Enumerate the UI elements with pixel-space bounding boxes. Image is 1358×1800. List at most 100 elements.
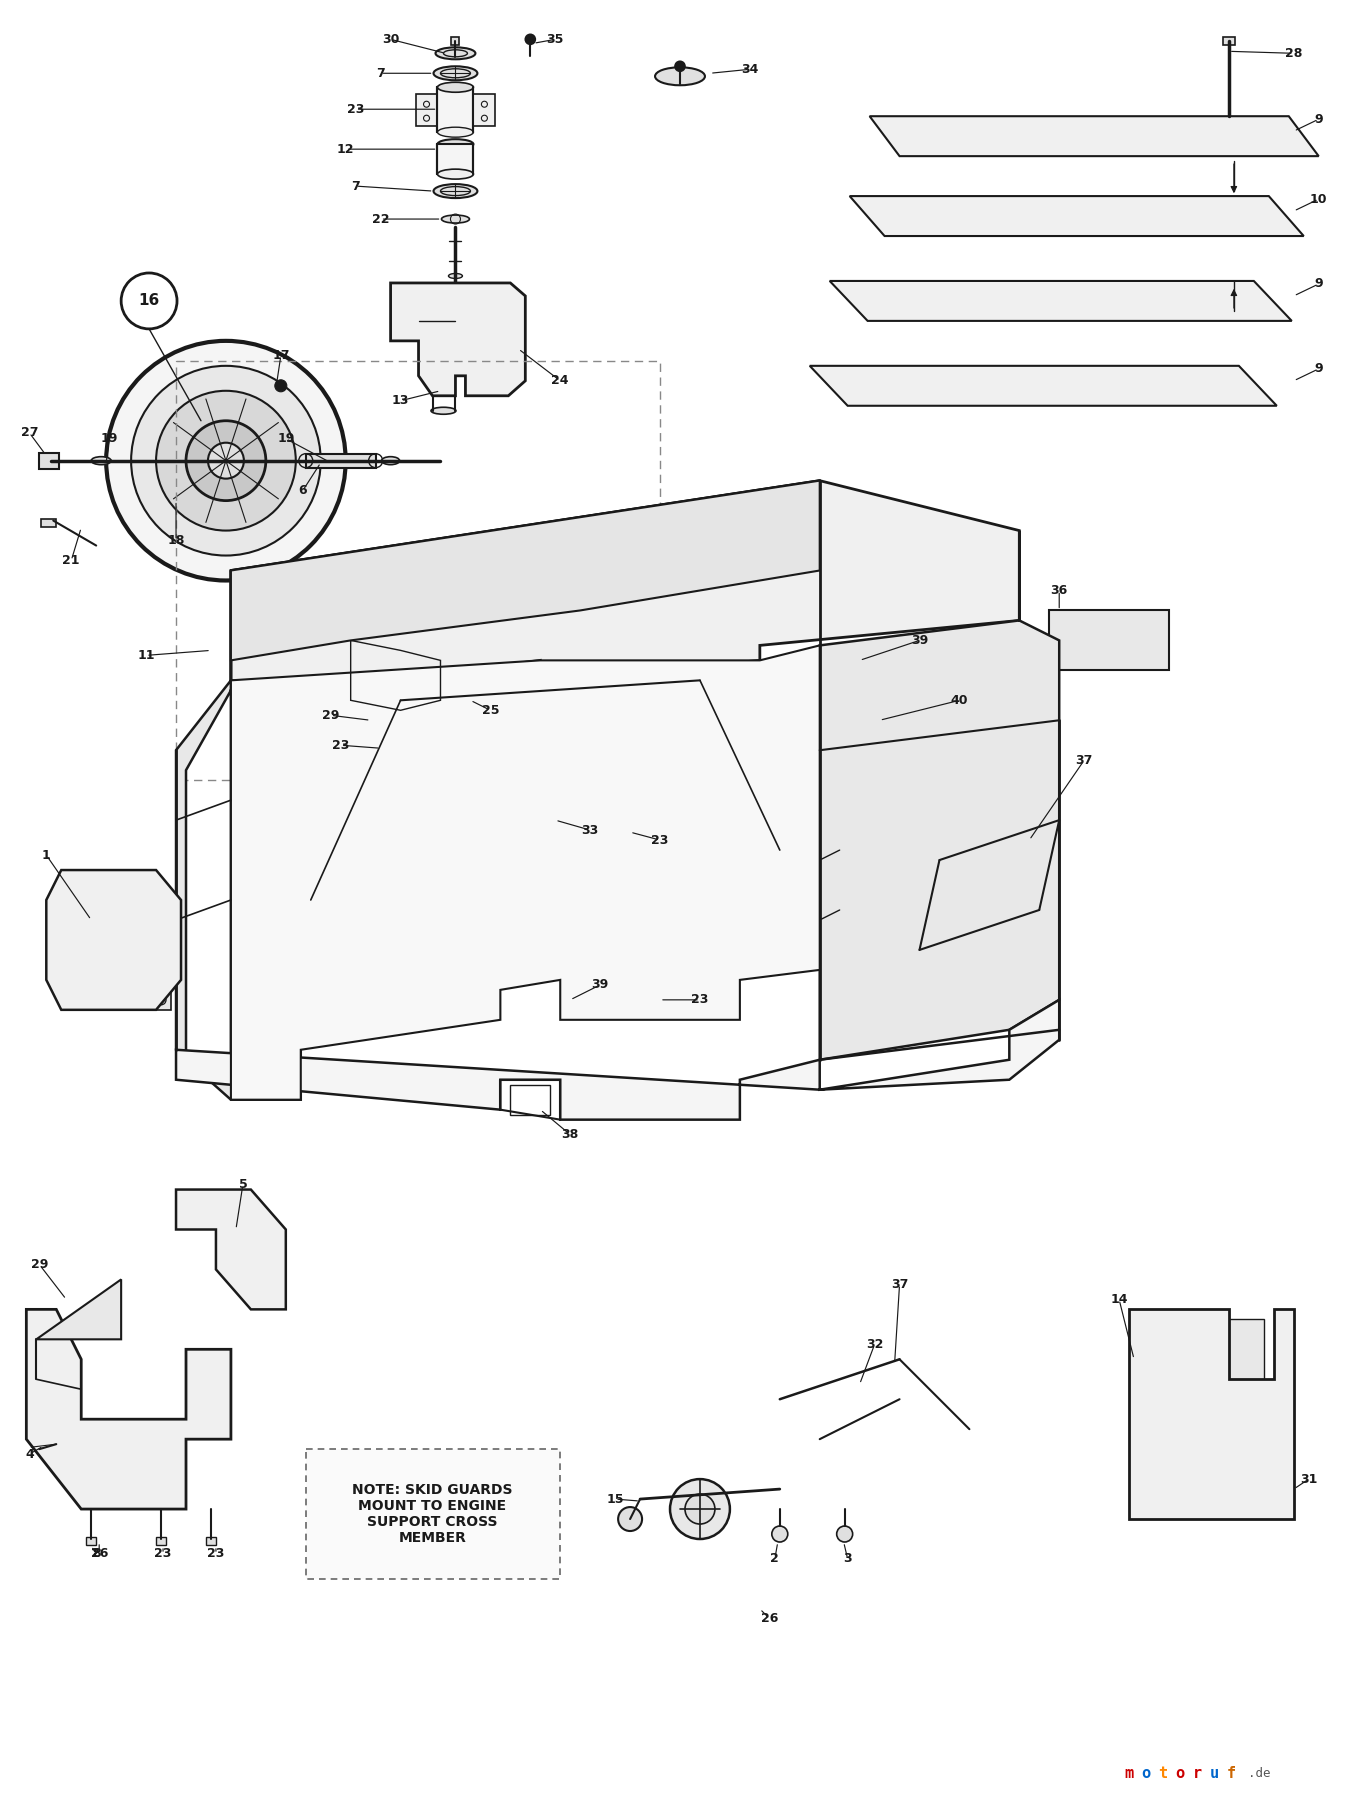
Bar bbox=[437, 144, 474, 175]
Text: 3: 3 bbox=[843, 1552, 851, 1566]
Text: 23: 23 bbox=[208, 1548, 224, 1561]
Circle shape bbox=[96, 1463, 106, 1474]
Ellipse shape bbox=[437, 83, 474, 92]
Text: 7: 7 bbox=[376, 67, 384, 79]
Text: 25: 25 bbox=[482, 704, 500, 716]
Text: NOTE: SKID GUARDS
MOUNT TO ENGINE
SUPPORT CROSS
MEMBER: NOTE: SKID GUARDS MOUNT TO ENGINE SUPPOR… bbox=[352, 1483, 513, 1546]
Polygon shape bbox=[1128, 1309, 1294, 1519]
Bar bbox=[156, 1537, 166, 1544]
Bar bbox=[839, 850, 919, 911]
Text: 13: 13 bbox=[392, 394, 409, 407]
Text: 39: 39 bbox=[592, 979, 608, 992]
Text: 38: 38 bbox=[562, 1129, 579, 1141]
Text: f: f bbox=[1226, 1766, 1236, 1782]
Circle shape bbox=[208, 443, 244, 479]
Bar bbox=[1224, 38, 1234, 45]
Polygon shape bbox=[177, 1190, 285, 1309]
Polygon shape bbox=[231, 481, 820, 661]
Polygon shape bbox=[231, 481, 1020, 691]
Bar bbox=[1214, 1319, 1264, 1460]
Text: 35: 35 bbox=[546, 32, 564, 45]
Polygon shape bbox=[177, 571, 300, 1100]
Circle shape bbox=[675, 61, 684, 72]
Circle shape bbox=[669, 1480, 729, 1539]
Circle shape bbox=[837, 1526, 853, 1543]
Text: 7: 7 bbox=[352, 180, 360, 193]
Polygon shape bbox=[830, 281, 1291, 320]
Text: 15: 15 bbox=[607, 1492, 623, 1505]
Text: 5: 5 bbox=[239, 1177, 247, 1192]
Circle shape bbox=[437, 716, 444, 724]
Text: 30: 30 bbox=[382, 32, 399, 45]
Bar bbox=[1050, 610, 1169, 670]
Bar bbox=[39, 452, 60, 468]
Text: 24: 24 bbox=[551, 374, 569, 387]
Ellipse shape bbox=[433, 67, 478, 81]
Bar bbox=[41, 518, 56, 527]
Text: 33: 33 bbox=[581, 824, 599, 837]
Text: 31: 31 bbox=[1300, 1472, 1317, 1485]
Polygon shape bbox=[850, 196, 1304, 236]
Bar bbox=[306, 454, 376, 468]
Bar bbox=[1154, 1319, 1209, 1489]
Text: 23: 23 bbox=[691, 994, 709, 1006]
Ellipse shape bbox=[655, 67, 705, 85]
Circle shape bbox=[132, 365, 320, 556]
Text: 23: 23 bbox=[331, 738, 349, 752]
Text: 40: 40 bbox=[951, 693, 968, 707]
Circle shape bbox=[478, 722, 483, 729]
Text: 14: 14 bbox=[1111, 1292, 1128, 1305]
Text: u: u bbox=[1210, 1766, 1218, 1782]
Circle shape bbox=[357, 697, 364, 704]
Text: 21: 21 bbox=[62, 554, 80, 567]
Ellipse shape bbox=[436, 47, 475, 59]
Circle shape bbox=[106, 340, 346, 580]
Text: r: r bbox=[1192, 1766, 1202, 1782]
Polygon shape bbox=[231, 646, 820, 1100]
Circle shape bbox=[186, 421, 266, 500]
Bar bbox=[147, 990, 171, 1010]
Ellipse shape bbox=[448, 274, 463, 279]
Text: 11: 11 bbox=[137, 648, 155, 662]
Text: 32: 32 bbox=[866, 1337, 883, 1350]
Bar bbox=[437, 86, 474, 131]
Text: 26: 26 bbox=[760, 1613, 778, 1625]
Text: 9: 9 bbox=[1315, 113, 1323, 126]
Bar bbox=[474, 94, 496, 126]
Text: 19: 19 bbox=[277, 432, 295, 445]
Polygon shape bbox=[46, 869, 181, 1010]
Text: 12: 12 bbox=[337, 142, 354, 155]
Text: 23: 23 bbox=[652, 833, 668, 846]
Text: 37: 37 bbox=[891, 1278, 909, 1291]
Ellipse shape bbox=[91, 457, 111, 464]
Ellipse shape bbox=[437, 139, 474, 149]
Text: 10: 10 bbox=[1310, 193, 1327, 205]
Text: 29: 29 bbox=[31, 1258, 48, 1271]
Text: o: o bbox=[1176, 1766, 1184, 1782]
Text: 26: 26 bbox=[91, 1548, 107, 1561]
Text: 9: 9 bbox=[1315, 277, 1323, 290]
Text: 17: 17 bbox=[272, 349, 289, 362]
Text: 9: 9 bbox=[1315, 362, 1323, 376]
Bar bbox=[306, 1449, 561, 1579]
Text: 18: 18 bbox=[167, 535, 185, 547]
Bar bbox=[206, 1537, 216, 1544]
Text: t: t bbox=[1158, 1766, 1168, 1782]
Text: 16: 16 bbox=[139, 293, 160, 308]
Ellipse shape bbox=[430, 407, 456, 414]
Text: .de: .de bbox=[1248, 1768, 1270, 1780]
Polygon shape bbox=[37, 1280, 121, 1339]
Text: 39: 39 bbox=[911, 634, 928, 646]
Bar bbox=[86, 1537, 96, 1544]
Circle shape bbox=[156, 391, 296, 531]
Text: 37: 37 bbox=[1076, 754, 1093, 767]
Bar bbox=[416, 94, 437, 126]
Ellipse shape bbox=[382, 457, 399, 464]
Polygon shape bbox=[177, 999, 1059, 1120]
Circle shape bbox=[771, 1526, 788, 1543]
Text: 34: 34 bbox=[741, 63, 759, 76]
Text: 23: 23 bbox=[348, 103, 364, 115]
Text: 1: 1 bbox=[42, 848, 50, 862]
Ellipse shape bbox=[437, 169, 474, 180]
Text: 22: 22 bbox=[372, 212, 390, 225]
